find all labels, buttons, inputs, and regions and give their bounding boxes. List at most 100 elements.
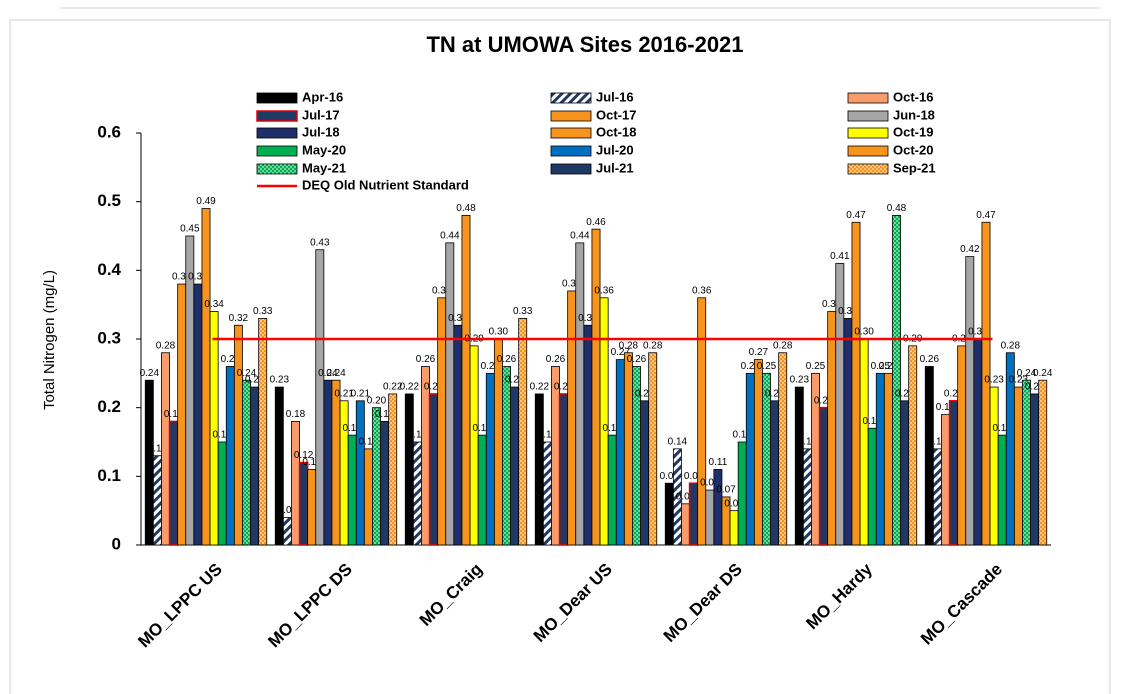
value-label: 0.16 [992, 423, 1012, 434]
legend-label: May-20 [302, 142, 346, 157]
bar [485, 372, 495, 546]
bar [469, 345, 479, 546]
value-label: 0.27 [611, 347, 631, 358]
bar [363, 448, 373, 546]
value-label: 0.17 [862, 416, 882, 427]
value-label: 0.33 [838, 306, 858, 317]
x-tick-label: MO_Dear US [530, 560, 616, 646]
legend-swatch [847, 145, 889, 157]
x-tick-label: MO_Craig [416, 560, 486, 630]
legend-label: Oct-18 [596, 124, 636, 139]
bar [973, 338, 983, 546]
frame [9, 19, 1111, 694]
value-label: 0.26 [416, 354, 436, 365]
legend-label: Oct-20 [893, 142, 933, 157]
value-label: 0.26 [546, 354, 566, 365]
value-label: 0.36 [594, 285, 614, 296]
bar [510, 386, 520, 546]
bar [493, 338, 503, 546]
value-label: 0.32 [448, 313, 468, 324]
value-label: 0.33 [253, 306, 273, 317]
bar [161, 352, 170, 546]
bar [347, 434, 357, 546]
value-label: 0.47 [846, 210, 866, 221]
value-label: 0.32 [229, 313, 249, 324]
bar [331, 379, 341, 546]
legend-label: Oct-19 [893, 124, 933, 139]
y-tick-label: 0.4 [97, 260, 121, 279]
value-label: 0.19 [936, 402, 956, 413]
value-label: 0.14 [668, 437, 688, 448]
bar [242, 379, 251, 546]
value-label: 0.33 [513, 306, 533, 317]
bar [412, 441, 422, 546]
value-label: 0.23 [505, 375, 525, 386]
bar [664, 482, 674, 546]
bar [997, 434, 1007, 546]
value-label: 0.44 [570, 231, 590, 242]
bar [1022, 379, 1031, 546]
legend-swatch [847, 163, 889, 175]
value-label: 0.28 [156, 340, 176, 351]
x-tick-label: MO_Hardy [802, 559, 876, 633]
value-label: 0.32 [578, 313, 598, 324]
legend-swatch [256, 163, 298, 175]
value-label: 0.47 [976, 210, 996, 221]
value-label: 0.23 [984, 375, 1004, 386]
bar [461, 214, 471, 546]
y-tick-label: 0 [112, 534, 121, 553]
bar [737, 441, 747, 546]
legend-label: Sep-21 [893, 160, 936, 175]
legend-label: Jun-18 [893, 107, 935, 122]
chart-title: TN at UMOWA Sites 2016-2021 [426, 32, 743, 57]
value-label: 0.18 [164, 409, 184, 420]
bar [908, 345, 918, 546]
y-tick-label: 0.1 [97, 466, 121, 485]
bar [957, 345, 967, 546]
value-label: 0.36 [432, 285, 452, 296]
bar [989, 386, 999, 546]
value-label: 0.21 [765, 388, 785, 399]
bar [534, 393, 544, 546]
value-label: 0.23 [270, 375, 290, 386]
bar [258, 317, 268, 546]
value-label: 0.21 [334, 388, 354, 399]
value-label: 0.48 [456, 203, 476, 214]
bar [168, 420, 179, 546]
bar [298, 461, 309, 546]
bar [388, 393, 398, 546]
bar [745, 372, 755, 546]
legend-label: Oct-16 [893, 89, 933, 104]
bar [355, 400, 365, 546]
value-label: 0.25 [806, 361, 826, 372]
bar [380, 420, 390, 546]
value-label: 0.22 [383, 382, 403, 393]
bar [705, 489, 715, 546]
value-label: 0.14 [359, 437, 379, 448]
value-label: 0.18 [286, 409, 306, 420]
value-label: 0.09 [684, 471, 704, 482]
value-label: 0.25 [741, 361, 761, 372]
x-tick-label: MO_Cascade [917, 560, 1006, 649]
value-label: 0.30 [489, 327, 509, 338]
legend-label: DEQ Old Nutrient Standard [302, 177, 469, 192]
legend-swatch [847, 110, 889, 122]
bar [307, 469, 317, 546]
value-label: 0.25 [879, 361, 899, 372]
bar [591, 228, 601, 546]
value-label: 0.22 [424, 382, 444, 393]
value-label: 0.18 [375, 409, 395, 420]
legend-label: Jul-21 [596, 160, 634, 175]
bar [144, 379, 154, 546]
legend-swatch [550, 110, 592, 122]
value-label: 0.28 [619, 340, 639, 351]
value-label: 0.22 [400, 382, 420, 393]
bar [615, 359, 625, 546]
bar [291, 420, 300, 546]
value-label: 0.15 [732, 430, 752, 441]
value-label: 0.36 [692, 285, 712, 296]
value-label: 0.24 [237, 368, 257, 379]
value-label: 0.16 [472, 423, 492, 434]
value-label: 0.38 [188, 272, 208, 283]
value-label: 0.26 [221, 354, 241, 365]
